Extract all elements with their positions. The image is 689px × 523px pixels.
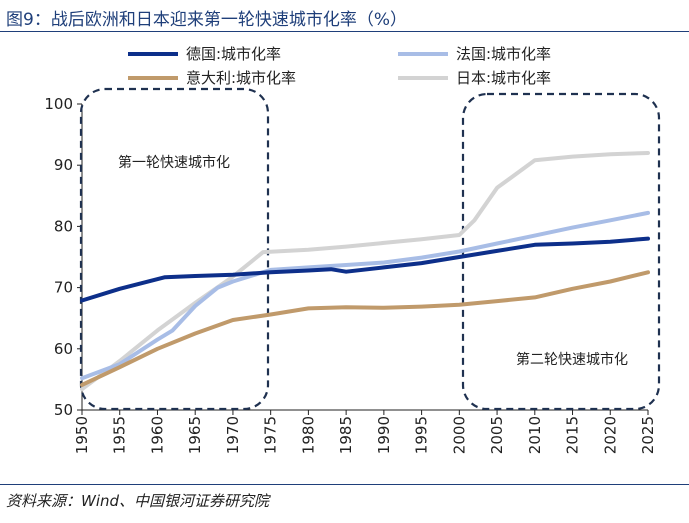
x-tick-label: 1950	[73, 416, 91, 454]
title-rule	[0, 31, 689, 32]
x-tick-label: 1990	[375, 416, 393, 454]
series-line-3	[80, 151, 650, 392]
x-tick-label: 2005	[488, 416, 506, 454]
x-tick-label: 1975	[262, 416, 280, 454]
legend-label: 日本:城市化率	[456, 69, 551, 87]
x-tick-label: 2000	[450, 416, 468, 454]
y-tick-label: 90	[54, 156, 73, 174]
y-tick-label: 100	[44, 95, 73, 113]
source-note: 资料来源：Wind、中国银河证券研究院	[6, 492, 270, 510]
y-tick-label: 80	[54, 217, 73, 235]
x-tick-label: 1955	[111, 416, 129, 454]
legend-label: 法国:城市化率	[456, 45, 551, 63]
x-tick-label: 2015	[564, 416, 582, 454]
source-rule	[0, 484, 689, 485]
x-tick-label: 1965	[186, 416, 204, 454]
annotation-label: 第二轮快速城市化	[516, 351, 628, 368]
x-tick-label: 1985	[337, 416, 355, 454]
x-tick-label: 1960	[148, 416, 166, 454]
legend-label: 德国:城市化率	[186, 45, 281, 63]
y-tick-label: 60	[54, 340, 73, 358]
x-tick-label: 2020	[601, 416, 619, 454]
series-line-0	[80, 236, 650, 303]
x-tick-label: 1980	[299, 416, 317, 454]
y-tick-label: 70	[54, 279, 73, 297]
series-line-1	[80, 210, 650, 381]
figure-title: 图9：战后欧洲和日本迎来第一轮快速城市化率（%）	[6, 10, 407, 30]
annotation-box	[79, 87, 270, 411]
x-tick-label: 1995	[413, 416, 431, 454]
y-tick-label: 50	[54, 401, 73, 419]
annotation-label: 第一轮快速城市化	[118, 154, 230, 171]
x-tick-label: 1970	[224, 416, 242, 454]
legend-label: 意大利:城市化率	[186, 69, 296, 87]
series-line-2	[80, 270, 650, 387]
x-tick-label: 2025	[639, 416, 657, 454]
x-tick-label: 2010	[526, 416, 544, 454]
